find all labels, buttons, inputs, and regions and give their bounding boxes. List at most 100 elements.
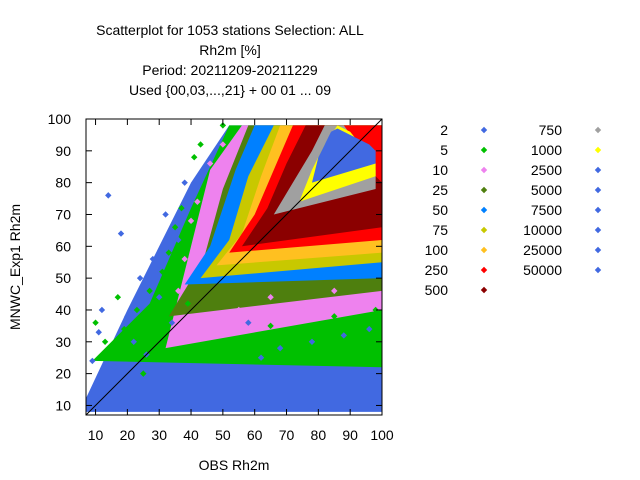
y-tick-label-100: 100 xyxy=(48,111,72,127)
x-tick-label-50: 50 xyxy=(215,427,231,443)
scatter-point-41 xyxy=(331,313,338,320)
scatter-point-13 xyxy=(168,319,176,326)
scatter-point-23 xyxy=(140,370,147,377)
chart-title-line-1: Scatterplot for 1053 stations Selection:… xyxy=(96,22,364,38)
legend-label-500: 500 xyxy=(425,282,449,298)
scatter-point-28 xyxy=(171,224,179,231)
legend-label-10: 10 xyxy=(432,162,448,178)
x-tick-label-10: 10 xyxy=(88,427,104,443)
legend-marker-2500 xyxy=(594,166,602,174)
scatter-point-8 xyxy=(136,274,144,282)
legend: 2510255075100250500750100025005000750010… xyxy=(425,122,602,298)
y-axis-label: MNWC_Exp1 Rh2m xyxy=(7,204,23,330)
legend-label-100: 100 xyxy=(425,242,449,258)
scatter-point-22 xyxy=(133,306,141,314)
scatter-point-40 xyxy=(299,332,306,339)
y-tick-label-70: 70 xyxy=(55,206,71,222)
chart-title-line-2: Rh2m [%] xyxy=(199,42,260,58)
scatter-point-45 xyxy=(340,332,348,339)
scatter-point-20 xyxy=(120,325,128,333)
scatter-point-38 xyxy=(372,306,379,314)
scatter-point-17 xyxy=(101,338,109,345)
scatter-point-54 xyxy=(299,306,306,314)
scatter-point-6 xyxy=(124,313,131,320)
y-tick-label-60: 60 xyxy=(55,238,71,254)
chart-title-line-4: Used {00,03,...,21} + 00 01 ... 09 xyxy=(129,82,331,98)
legend-marker-750 xyxy=(594,126,602,134)
scatter-point-37 xyxy=(346,319,354,326)
y-tick-label-10: 10 xyxy=(55,397,71,413)
scatter-point-49 xyxy=(194,198,201,205)
scatter-point-34 xyxy=(251,351,258,358)
scatter-point-46 xyxy=(366,325,373,333)
legend-label-50000: 50000 xyxy=(523,262,562,278)
legend-label-1000: 1000 xyxy=(531,142,562,158)
legend-label-75: 75 xyxy=(432,222,448,238)
scatter-point-57 xyxy=(206,160,214,167)
x-tick-label-30: 30 xyxy=(151,427,167,443)
chart-title-block: Scatterplot for 1053 stations Selection:… xyxy=(96,22,364,98)
y-tick-label-40: 40 xyxy=(55,302,71,318)
scatter-point-52 xyxy=(235,306,242,314)
x-tick-label-60: 60 xyxy=(247,427,263,443)
scatter-point-21 xyxy=(127,344,134,352)
scatter-point-10 xyxy=(149,255,157,263)
scatter-point-47 xyxy=(257,354,265,361)
scatter-point-11 xyxy=(156,294,163,301)
scatter-point-31 xyxy=(191,153,198,161)
legend-label-2500: 2500 xyxy=(531,162,562,178)
scatter-point-44 xyxy=(308,338,316,345)
scatter-point-27 xyxy=(165,249,172,256)
scatter-point-5 xyxy=(117,230,125,237)
scatter-point-4 xyxy=(111,364,118,371)
x-tick-label-100: 100 xyxy=(370,427,394,443)
scatter-point-48 xyxy=(187,217,195,225)
y-tick-label-80: 80 xyxy=(55,175,71,191)
x-tick-label-80: 80 xyxy=(311,427,327,443)
legend-label-750: 750 xyxy=(539,122,563,138)
scatter-point-7 xyxy=(130,338,137,345)
scatter-point-26 xyxy=(159,268,166,275)
scatter-point-42 xyxy=(245,319,252,326)
legend-label-5000: 5000 xyxy=(531,182,562,198)
scatter-point-24 xyxy=(146,287,153,295)
legend-marker-50 xyxy=(480,206,488,214)
legend-marker-5 xyxy=(480,146,488,154)
legend-label-7500: 7500 xyxy=(531,202,562,218)
x-tick-label-70: 70 xyxy=(279,427,295,443)
scatter-point-0 xyxy=(89,357,96,365)
legend-marker-5000 xyxy=(594,186,602,194)
diagonal-line xyxy=(86,119,382,415)
y-tick-label-20: 20 xyxy=(55,366,71,382)
legend-marker-50000 xyxy=(594,266,602,274)
legend-label-25: 25 xyxy=(432,182,448,198)
legend-label-250: 250 xyxy=(425,262,449,278)
x-axis-label: OBS Rh2m xyxy=(199,457,270,473)
scatter-point-43 xyxy=(276,344,284,352)
legend-label-10000: 10000 xyxy=(523,222,562,238)
scatter-point-35 xyxy=(283,338,290,345)
legend-marker-10000 xyxy=(594,226,602,234)
x-tick-label-20: 20 xyxy=(120,427,136,443)
scatter-point-19 xyxy=(114,294,122,301)
scatter-point-16 xyxy=(92,319,99,326)
scatter-point-1 xyxy=(95,329,102,336)
y-tick-label-50: 50 xyxy=(55,270,71,286)
legend-label-25000: 25000 xyxy=(523,242,562,258)
scatter-point-36 xyxy=(315,325,322,333)
plot-frame xyxy=(85,118,383,416)
scatter-point-14 xyxy=(175,236,182,244)
scatter-point-18 xyxy=(108,344,115,352)
legend-marker-75 xyxy=(480,226,488,234)
scatter-point-50 xyxy=(175,287,182,295)
scatter-point-30 xyxy=(184,300,192,307)
scatter-point-53 xyxy=(267,294,274,301)
chart-title-line-3: Period: 20211209-20211229 xyxy=(142,62,318,78)
legend-label-5: 5 xyxy=(440,142,448,158)
legend-label-50: 50 xyxy=(432,202,448,218)
legend-marker-100 xyxy=(480,246,488,254)
scatter-point-15 xyxy=(181,179,188,186)
scatter-point-32 xyxy=(197,141,204,148)
x-tick-label-90: 90 xyxy=(342,427,358,443)
